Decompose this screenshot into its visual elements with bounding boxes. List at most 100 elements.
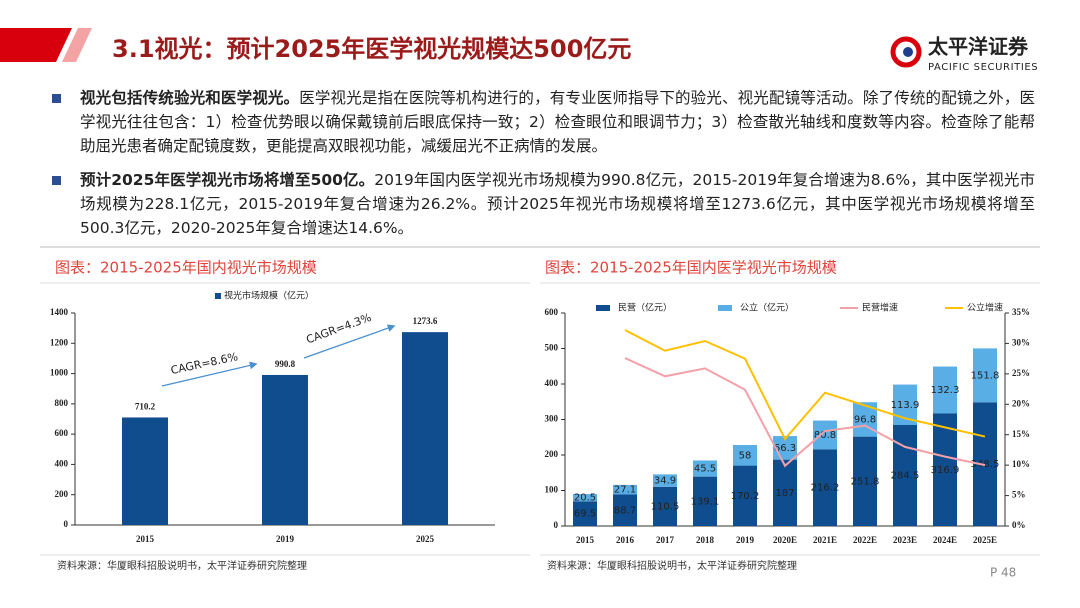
y-tick-label: 0 bbox=[64, 519, 69, 529]
y2-tick-label: 20% bbox=[1012, 398, 1030, 408]
x-tick-label: 2018 bbox=[696, 535, 715, 545]
bullet: 视光包括传统验光和医学视光。医学视光是指在医院等机构进行的，有专业医师指导下的验… bbox=[50, 86, 1035, 158]
bullets: 视光包括传统验光和医学视光。医学视光是指在医院等机构进行的，有专业医师指导下的验… bbox=[50, 86, 1035, 250]
y2-tick-label: 35% bbox=[1012, 307, 1030, 317]
header-decoration bbox=[0, 28, 72, 62]
legend-label: 公立增速 bbox=[967, 302, 1003, 314]
y-tick-label: 1400 bbox=[50, 307, 69, 317]
value-label: 88.7 bbox=[614, 505, 636, 516]
legend-swatch bbox=[718, 305, 732, 311]
value-label: 710.2 bbox=[135, 402, 156, 412]
legend-label: 视光市场规模（亿元） bbox=[224, 290, 314, 302]
x-tick-label: 2016 bbox=[616, 535, 635, 545]
source: 资料来源：华厦眼科招股说明书，太平洋证券研究院整理 bbox=[547, 559, 797, 572]
annotation-arrow bbox=[303, 324, 396, 359]
value-label: 216.2 bbox=[811, 483, 840, 494]
chart-title: 图表：2015-2025年国内医学视光市场规模 bbox=[545, 259, 837, 277]
bar bbox=[262, 374, 308, 525]
logo-icon bbox=[890, 36, 922, 68]
bar-segment bbox=[693, 460, 717, 477]
bar-segment bbox=[813, 449, 837, 526]
chart-title: 图表：2015-2025年国内视光市场规模 bbox=[55, 259, 317, 277]
value-label: 20.5 bbox=[574, 493, 596, 504]
y-tick-label: 100 bbox=[545, 485, 559, 495]
y-tick-label: 800 bbox=[55, 398, 69, 408]
value-label: 66.3 bbox=[774, 443, 796, 454]
bar bbox=[402, 332, 448, 525]
bullet: 预计2025年医学视光市场将增至500亿。2019年国内医学视光市场规模为990… bbox=[50, 168, 1035, 240]
bar-segment bbox=[733, 444, 757, 466]
bar-segment bbox=[573, 494, 597, 502]
annotation: CAGR=4.3% bbox=[304, 311, 373, 347]
x-tick-label: 2023E bbox=[893, 535, 917, 545]
value-label: 80.8 bbox=[814, 430, 836, 441]
y2-tick-label: 5% bbox=[1012, 490, 1026, 500]
bar-segment bbox=[573, 501, 597, 526]
x-tick-label: 2020E bbox=[773, 535, 797, 545]
x-tick-label: 2017 bbox=[656, 535, 675, 545]
bar-segment bbox=[693, 476, 717, 526]
value-label: 187 bbox=[775, 488, 794, 499]
y-tick-label: 600 bbox=[55, 428, 69, 438]
value-label: 27.1 bbox=[614, 485, 636, 496]
value-label: 110.5 bbox=[651, 501, 680, 512]
annotation: CAGR=8.6% bbox=[169, 350, 239, 377]
value-label: 69.5 bbox=[574, 509, 596, 520]
logo-icon bbox=[903, 47, 913, 57]
annotation-arrow bbox=[161, 361, 258, 387]
value-label: 316.9 bbox=[931, 465, 960, 476]
value-label: 151.8 bbox=[971, 370, 1000, 381]
bar-segment bbox=[933, 413, 957, 526]
value-label: 251.8 bbox=[851, 476, 880, 487]
bar-segment bbox=[773, 459, 797, 526]
y-tick-label: 400 bbox=[545, 378, 559, 388]
y2-tick-label: 25% bbox=[1012, 368, 1030, 378]
legend-swatch bbox=[596, 305, 610, 311]
y-tick-label: 500 bbox=[545, 343, 559, 353]
value-label: 45.5 bbox=[694, 464, 716, 475]
x-tick-label: 2022E bbox=[853, 535, 877, 545]
bar bbox=[122, 417, 168, 525]
y-tick-label: 600 bbox=[545, 307, 559, 317]
value-label: 96.8 bbox=[854, 414, 876, 425]
value-label: 1273.6 bbox=[413, 316, 438, 326]
bar-segment bbox=[853, 436, 877, 526]
bullet-text: 医学视光是指在医院等机构进行的，有专业医师指导下的验光、视光配镜等活动。除了传统… bbox=[80, 89, 1035, 155]
value-label: 139.1 bbox=[691, 496, 720, 507]
bar-segment bbox=[813, 420, 837, 450]
bar-segment bbox=[653, 474, 677, 487]
y-tick-label: 1200 bbox=[50, 337, 69, 347]
x-tick-label: 2025E bbox=[973, 535, 997, 545]
y2-tick-label: 15% bbox=[1012, 429, 1030, 439]
value-label: 58 bbox=[739, 450, 752, 461]
x-tick-label: 2015 bbox=[136, 534, 155, 544]
bar-segment bbox=[973, 348, 997, 403]
bar-segment bbox=[653, 486, 677, 526]
x-tick-label: 2019 bbox=[736, 535, 755, 545]
bar-segment bbox=[613, 494, 637, 526]
slide-title: 3.1视光：预计2025年医学视光规模达500亿元 bbox=[112, 35, 631, 63]
bullet-text: 2019年国内医学视光市场规模为990.8亿元，2015-2019年复合增速为8… bbox=[80, 171, 1036, 237]
y2-tick-label: 10% bbox=[1012, 459, 1030, 469]
value-label: 132.3 bbox=[931, 385, 960, 396]
bullet-lead: 视光包括传统验光和医学视光。 bbox=[80, 89, 300, 107]
y-tick-label: 0 bbox=[554, 520, 559, 530]
value-label: 284.5 bbox=[891, 471, 920, 482]
legend-label: 民营增速 bbox=[862, 302, 898, 314]
logo-text: 太平洋证券 bbox=[928, 35, 1029, 59]
value-label: 990.8 bbox=[275, 359, 296, 369]
x-tick-label: 2021E bbox=[813, 535, 837, 545]
x-tick-label: 2015 bbox=[576, 535, 595, 545]
y2-tick-label: 30% bbox=[1012, 337, 1030, 347]
value-label: 113.9 bbox=[891, 400, 920, 411]
y-tick-label: 1000 bbox=[50, 368, 69, 378]
line-series bbox=[624, 329, 986, 441]
header-decoration bbox=[62, 28, 92, 62]
x-tick-label: 2019 bbox=[276, 534, 295, 544]
x-tick-label: 2025 bbox=[416, 534, 435, 544]
y-tick-label: 400 bbox=[55, 458, 69, 468]
y-tick-label: 200 bbox=[55, 489, 69, 499]
legend-label: 民营（亿元） bbox=[618, 302, 672, 314]
y2-tick-label: 0% bbox=[1012, 520, 1026, 530]
